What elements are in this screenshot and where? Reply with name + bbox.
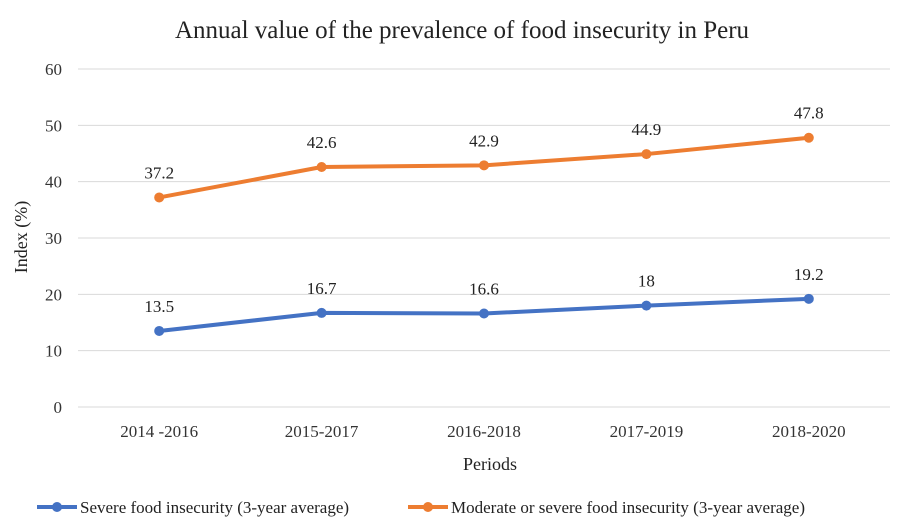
data-point bbox=[479, 160, 489, 170]
y-axis-ticks: 0 10 20 30 40 50 60 bbox=[45, 60, 62, 417]
data-point bbox=[317, 162, 327, 172]
series-lines: 13.5 16.7 16.6 18 19.2 37.2 42.6 42.9 44.9 47.8 bbox=[144, 104, 823, 336]
y-tick-label: 0 bbox=[54, 398, 63, 417]
data-label: 18 bbox=[638, 272, 655, 291]
data-label: 44.9 bbox=[632, 120, 662, 139]
legend-label: Moderate or severe food insecurity (3-ye… bbox=[451, 498, 805, 517]
legend-item: Moderate or severe food insecurity (3-ye… bbox=[408, 498, 805, 517]
series-1: 13.5 16.7 16.6 18 19.2 bbox=[144, 265, 823, 336]
y-tick-label: 60 bbox=[45, 60, 62, 79]
legend-label: Severe food insecurity (3-year average) bbox=[80, 498, 349, 517]
x-tick-label: 2016-2018 bbox=[447, 422, 521, 441]
legend-item: Severe food insecurity (3-year average) bbox=[37, 498, 349, 517]
data-point bbox=[641, 301, 651, 311]
legend-marker bbox=[52, 502, 62, 512]
x-tick-label: 2017-2019 bbox=[610, 422, 684, 441]
data-label: 37.2 bbox=[144, 163, 174, 182]
series-2: 37.2 42.6 42.9 44.9 47.8 bbox=[144, 104, 823, 203]
gridlines bbox=[78, 69, 890, 407]
x-tick-label: 2014 -2016 bbox=[120, 422, 198, 441]
data-label: 42.9 bbox=[469, 131, 499, 150]
y-axis-title: Index (%) bbox=[11, 201, 32, 273]
data-point bbox=[804, 294, 814, 304]
data-point bbox=[804, 133, 814, 143]
y-tick-label: 10 bbox=[45, 342, 62, 361]
y-tick-label: 30 bbox=[45, 229, 62, 248]
data-label: 19.2 bbox=[794, 265, 824, 284]
y-tick-label: 20 bbox=[45, 285, 62, 304]
x-tick-label: 2018-2020 bbox=[772, 422, 846, 441]
legend-marker bbox=[423, 502, 433, 512]
data-point bbox=[479, 308, 489, 318]
x-axis-ticks: 2014 -2016 2015-2017 2016-2018 2017-2019 201… bbox=[120, 422, 845, 441]
data-label: 16.6 bbox=[469, 279, 499, 298]
data-label: 42.6 bbox=[307, 133, 337, 152]
data-point bbox=[317, 308, 327, 318]
legend: Severe food insecurity (3-year average) M… bbox=[37, 498, 805, 517]
y-tick-label: 40 bbox=[45, 173, 62, 192]
y-tick-label: 50 bbox=[45, 116, 62, 135]
data-point bbox=[154, 192, 164, 202]
data-label: 16.7 bbox=[307, 279, 337, 298]
data-point bbox=[154, 326, 164, 336]
x-axis-title: Periods bbox=[463, 454, 517, 474]
data-point bbox=[641, 149, 651, 159]
data-label: 13.5 bbox=[144, 297, 174, 316]
data-label: 47.8 bbox=[794, 104, 824, 123]
x-tick-label: 2015-2017 bbox=[285, 422, 359, 441]
chart-title: Annual value of the prevalence of food i… bbox=[175, 17, 750, 44]
